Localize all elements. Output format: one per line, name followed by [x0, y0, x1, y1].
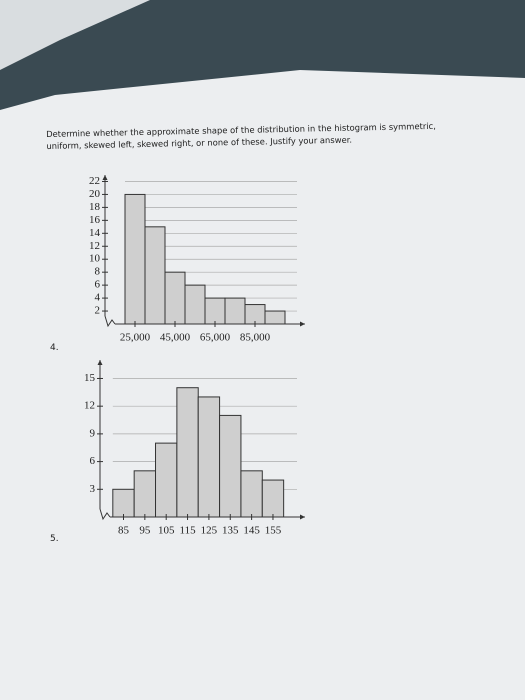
y-tick-label: 6 [90, 455, 96, 467]
x-tick-label: 45,000 [160, 332, 191, 344]
problem-number: 4. [50, 343, 59, 353]
x-tick-label: 85,000 [240, 332, 271, 344]
axis-break [99, 508, 111, 521]
x-axis-arrow [300, 321, 305, 327]
bar [176, 387, 199, 518]
x-tick-label: 85 [118, 525, 130, 537]
bar [144, 226, 166, 325]
y-tick-label: 12 [89, 240, 100, 252]
x-tick-label: 155 [265, 525, 282, 537]
bar [219, 414, 242, 518]
x-tick-label: 145 [243, 525, 260, 537]
bar [224, 297, 246, 325]
bar [204, 297, 226, 325]
y-tick-label: 20 [89, 188, 101, 200]
y-tick-label: 9 [90, 427, 96, 439]
bar [124, 193, 146, 325]
y-tick-label: 2 [95, 305, 101, 317]
x-tick-label: 95 [139, 525, 151, 537]
bar [264, 310, 286, 325]
bar [184, 284, 206, 325]
y-tick-label: 3 [90, 483, 96, 495]
bar [164, 271, 186, 325]
y-tick-label: 6 [95, 279, 101, 291]
x-tick-label: 125 [201, 525, 218, 537]
y-axis-arrow [102, 175, 108, 180]
bar [133, 470, 157, 518]
bar [261, 479, 285, 518]
y-tick-label: 8 [95, 266, 101, 278]
y-tick-label: 14 [89, 227, 101, 239]
paper-corner [0, 0, 150, 70]
paper [0, 70, 525, 700]
x-tick-label: 65,000 [200, 332, 231, 344]
y-tick-label: 16 [89, 214, 101, 226]
x-tick-label: 115 [180, 525, 197, 537]
y-tick-label: 15 [84, 372, 96, 384]
bar [197, 396, 221, 518]
y-tick-label: 4 [95, 292, 101, 304]
x-tick-label: 25,000 [120, 332, 151, 344]
y-tick-label: 10 [89, 253, 101, 265]
bar [240, 470, 263, 518]
y-tick-label: 22 [89, 175, 100, 187]
y-axis-arrow [97, 360, 103, 365]
bar [112, 488, 135, 518]
y-tick-label: 18 [89, 201, 101, 213]
x-axis-arrow [300, 514, 305, 520]
axis-break [104, 315, 116, 328]
x-tick-label: 135 [222, 525, 239, 537]
problem-number: 5. [50, 534, 59, 544]
bar [155, 442, 178, 518]
y-tick-label: 12 [84, 400, 95, 412]
x-tick-label: 105 [158, 525, 175, 537]
